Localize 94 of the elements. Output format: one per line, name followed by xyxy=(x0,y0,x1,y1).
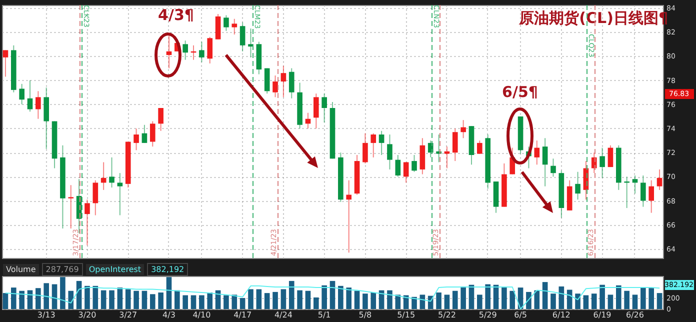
bar xyxy=(280,289,286,309)
x-tick-label: 6/12 xyxy=(552,310,570,320)
x-tick-label: 4/3 xyxy=(162,310,176,320)
bar xyxy=(395,294,401,309)
bar xyxy=(288,280,294,309)
x-tick-label: 3/13 xyxy=(37,310,56,320)
text: 287,769 xyxy=(42,263,83,276)
bar xyxy=(272,292,278,309)
x-tick-label: 4/24 xyxy=(274,310,292,320)
series-label: OpenInterest xyxy=(86,264,144,275)
bar xyxy=(248,289,254,309)
bar xyxy=(68,290,74,309)
bar xyxy=(412,296,417,309)
bar xyxy=(558,286,564,309)
bar xyxy=(640,288,646,309)
bar xyxy=(313,297,319,309)
bar xyxy=(624,290,630,309)
x-tick-label: 3/27 xyxy=(119,310,138,320)
bar xyxy=(117,288,123,309)
bar xyxy=(566,290,572,309)
bar xyxy=(387,290,392,309)
bar xyxy=(2,293,8,309)
bar xyxy=(174,290,180,309)
bar xyxy=(444,294,450,309)
bar xyxy=(575,294,580,309)
bar xyxy=(632,294,638,309)
bar xyxy=(158,292,164,309)
bar xyxy=(207,292,213,309)
bar xyxy=(502,288,507,309)
bar xyxy=(305,290,311,309)
x-tick-label: 5/15 xyxy=(397,310,416,320)
line-series xyxy=(4,285,660,310)
bar xyxy=(322,285,327,309)
bar xyxy=(600,284,605,309)
bar xyxy=(656,293,662,309)
bar xyxy=(485,284,490,309)
bar xyxy=(460,286,466,309)
bar xyxy=(616,285,622,309)
annotation: 6/5¶ xyxy=(502,83,538,101)
bar xyxy=(591,294,597,309)
bar xyxy=(36,288,41,309)
bar xyxy=(199,295,204,309)
bar xyxy=(583,295,589,309)
bar xyxy=(452,290,458,309)
bar xyxy=(526,292,532,309)
bar xyxy=(10,288,16,309)
annotation: 4/3¶ xyxy=(158,6,194,24)
bar xyxy=(232,294,238,309)
bar xyxy=(84,286,90,309)
bar xyxy=(608,294,614,309)
bar xyxy=(44,283,50,309)
x-tick-label: 3/20 xyxy=(78,310,96,320)
bar xyxy=(19,290,24,309)
bar xyxy=(182,295,188,309)
bar xyxy=(125,289,131,309)
x-tick-label: 6/19 xyxy=(593,310,612,320)
x-tick-label: 4/10 xyxy=(192,310,211,320)
bar xyxy=(510,290,516,309)
bar xyxy=(362,294,368,309)
x-tick-label: 5/29 xyxy=(478,310,497,320)
x-tick-label: 6/5 xyxy=(514,310,527,320)
bar xyxy=(166,277,172,309)
bar xyxy=(190,295,196,309)
bar xyxy=(297,290,302,309)
x-tick-label: 5/1 xyxy=(318,310,331,320)
bar xyxy=(256,289,262,309)
bar xyxy=(477,294,482,309)
bar xyxy=(134,290,139,309)
chart-title: 原油期货(CL)日线图¶ xyxy=(518,9,668,28)
x-tick-label: 5/22 xyxy=(438,310,456,320)
x-tick-label: 4/17 xyxy=(234,310,252,320)
bar xyxy=(338,286,344,309)
bar xyxy=(264,293,270,309)
bar xyxy=(346,288,352,309)
series-label: Volume xyxy=(3,264,39,275)
bar xyxy=(100,290,106,309)
bar xyxy=(370,292,376,309)
bar xyxy=(648,288,654,309)
bar xyxy=(534,290,540,309)
bar xyxy=(60,277,66,309)
bar xyxy=(550,294,556,309)
bar xyxy=(330,280,336,309)
bar xyxy=(436,292,442,309)
x-tick-label: 5/8 xyxy=(358,310,372,320)
bar xyxy=(150,294,156,309)
bar xyxy=(240,298,246,309)
bar xyxy=(224,295,229,309)
text: 382,192 xyxy=(147,263,188,276)
x-tick-label: 6/26 xyxy=(626,310,644,320)
bar xyxy=(109,290,114,309)
bar xyxy=(142,290,148,309)
bar xyxy=(92,286,98,309)
bar xyxy=(542,282,548,309)
bar xyxy=(354,290,360,309)
